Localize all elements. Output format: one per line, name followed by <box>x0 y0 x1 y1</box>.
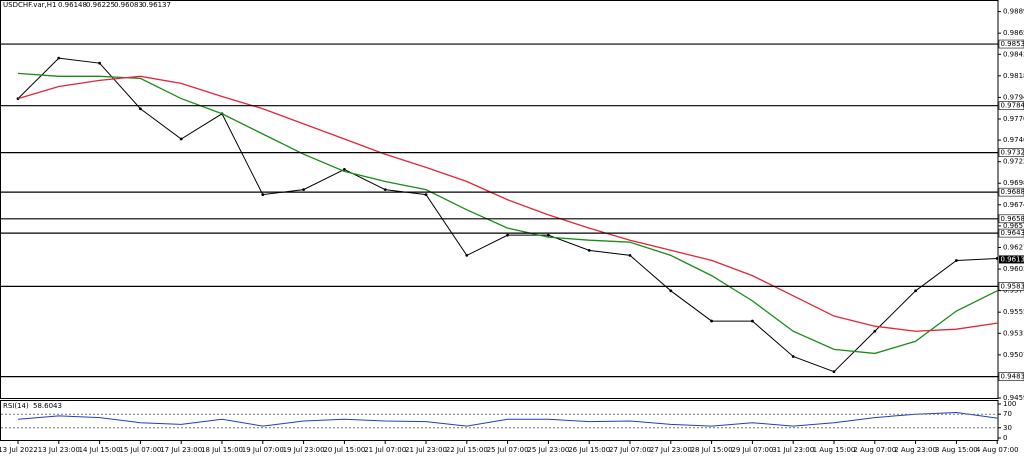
x-tick-label: 22 Jul 15:00 <box>446 446 488 454</box>
x-tick-label: 14 Jul 15:00 <box>79 446 121 454</box>
y-tick-label: 0.98420 <box>1003 50 1024 58</box>
price-point <box>955 259 958 262</box>
y-tick-label: 0 <box>1003 434 1007 442</box>
ohlc-high: 0.96225 <box>86 1 115 9</box>
level-label: 0.97326 <box>1001 149 1024 157</box>
price-point <box>751 320 754 323</box>
y-tick-label: 0.97700 <box>1003 115 1024 123</box>
level-label: 0.98534 <box>1001 40 1024 48</box>
price-point <box>139 107 142 110</box>
x-tick-label: 1 Aug 15:00 <box>813 446 856 454</box>
x-tick-label: 29 Jul 07:00 <box>731 446 773 454</box>
y-tick-label: 30 <box>1003 424 1012 432</box>
price-point <box>384 188 387 191</box>
ohlc-low: 0.96083 <box>114 1 143 9</box>
price-point <box>425 193 428 196</box>
current-price-label: 0.96137 <box>1001 255 1024 263</box>
level-label: 0.94833 <box>1001 373 1024 381</box>
level-label: 0.96886 <box>1001 188 1024 196</box>
y-tick-label: 100 <box>1003 400 1016 408</box>
x-tick-label: 20 Jul 15:00 <box>323 446 365 454</box>
ohlc-close: 0.96137 <box>142 1 171 9</box>
x-tick-label: 19 Jul 23:00 <box>283 446 325 454</box>
x-tick-label: 17 Jul 23:00 <box>160 446 202 454</box>
price-point <box>302 188 305 191</box>
price-point <box>792 355 795 358</box>
x-tick-label: 4 Aug 07:00 <box>976 446 1019 454</box>
level-label: 0.96589 <box>1001 215 1024 223</box>
y-tick-label: 0.95075 <box>1003 351 1024 359</box>
price-point <box>669 289 672 292</box>
x-tick-label: 13 Jul 23:00 <box>38 446 80 454</box>
y-tick-label: 70 <box>1003 410 1012 418</box>
y-tick-label: 0.98655 <box>1003 29 1024 37</box>
x-tick-label: 28 Jul 15:00 <box>691 446 733 454</box>
y-tick-label: 0.96030 <box>1003 265 1024 273</box>
level-label: 0.95837 <box>1001 282 1024 290</box>
price-point <box>261 193 264 196</box>
y-tick-label: 0.96985 <box>1003 179 1024 187</box>
price-point <box>914 289 917 292</box>
x-tick-label: 26 Jul 15:00 <box>568 446 610 454</box>
x-tick-label: 19 Jul 07:00 <box>242 446 284 454</box>
x-tick-label: 25 Jul 23:00 <box>527 446 569 454</box>
price-point <box>873 330 876 333</box>
x-tick-label: 31 Jul 23:00 <box>772 446 814 454</box>
x-tick-label: 21 Jul 23:00 <box>405 446 447 454</box>
price-point <box>629 254 632 257</box>
price-point <box>547 234 550 237</box>
y-tick-label: 0.97465 <box>1003 136 1024 144</box>
x-tick-label: 27 Jul 07:00 <box>609 446 651 454</box>
price-point <box>588 249 591 252</box>
price-point <box>506 234 509 237</box>
price-point <box>465 254 468 257</box>
ohlc-open: 0.96148 <box>58 1 87 9</box>
x-tick-label: 18 Jul 15:00 <box>201 446 243 454</box>
y-tick-label: 0.96270 <box>1003 243 1024 251</box>
y-tick-label: 0.98180 <box>1003 72 1024 80</box>
x-tick-label: 25 Jul 07:00 <box>487 446 529 454</box>
y-tick-label: 0.96745 <box>1003 201 1024 209</box>
x-tick-label: 15 Jul 07:00 <box>119 446 161 454</box>
level-label: 0.9643 <box>1001 229 1024 237</box>
price-point <box>98 62 101 65</box>
price-point <box>833 370 836 373</box>
x-tick-label: 21 Jul 07:00 <box>364 446 406 454</box>
y-tick-label: 0.97940 <box>1003 93 1024 101</box>
y-tick-label: 0.95550 <box>1003 308 1024 316</box>
price-point <box>57 57 60 60</box>
price-point <box>710 320 713 323</box>
x-tick-label: 13 Jul 2022 <box>0 446 38 454</box>
y-tick-label: 0.95315 <box>1003 329 1024 337</box>
y-tick-label: 0.98895 <box>1003 8 1024 16</box>
y-tick-label: 0.97225 <box>1003 158 1024 166</box>
x-tick-label: 27 Jul 23:00 <box>650 446 692 454</box>
x-tick-label: 2 Aug 23:00 <box>894 446 937 454</box>
symbol-title: USDCHF.var,H1 <box>3 1 57 9</box>
x-tick-label: 3 Aug 15:00 <box>935 446 978 454</box>
rsi-value: 58.6043 <box>33 402 62 410</box>
level-label: 0.97848 <box>1001 102 1024 110</box>
rsi-title: RSI(14) <box>3 402 29 410</box>
x-tick-label: 2 Aug 07:00 <box>853 446 896 454</box>
price-point <box>180 138 183 141</box>
